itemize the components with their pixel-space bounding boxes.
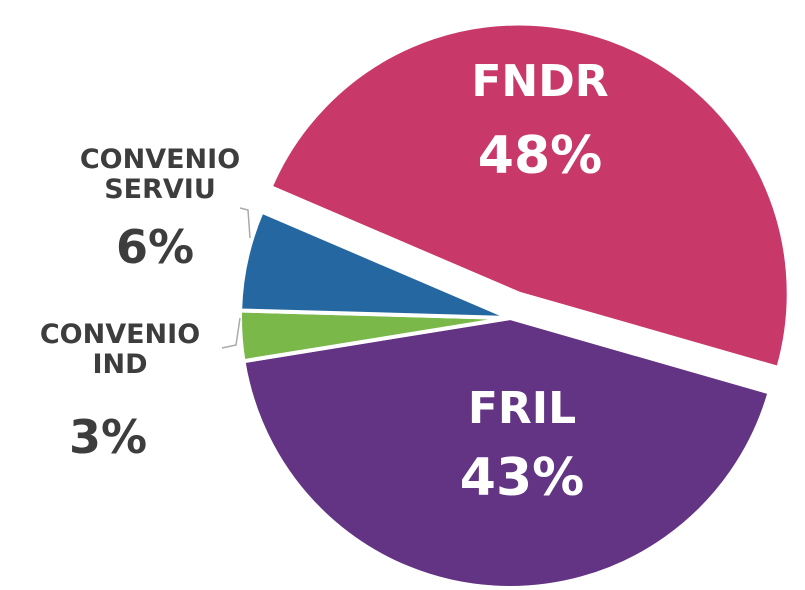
slice-value-label: 48% (477, 126, 603, 186)
slice-value-label: 6% (115, 220, 195, 274)
pie-slice (238, 209, 511, 320)
slice-label: FRIL (467, 383, 577, 434)
slice-label: CONVENIO SERVIU (79, 144, 241, 205)
slice-label: CONVENIO IND (39, 319, 201, 380)
leader-line (221, 317, 241, 349)
leader-line (239, 207, 251, 239)
pie-slice (241, 315, 773, 590)
slice-value-label: 3% (68, 410, 148, 464)
slice-label: FNDR (471, 56, 609, 107)
slice-value-label: 43% (459, 448, 585, 508)
pie-slice (267, 21, 791, 371)
